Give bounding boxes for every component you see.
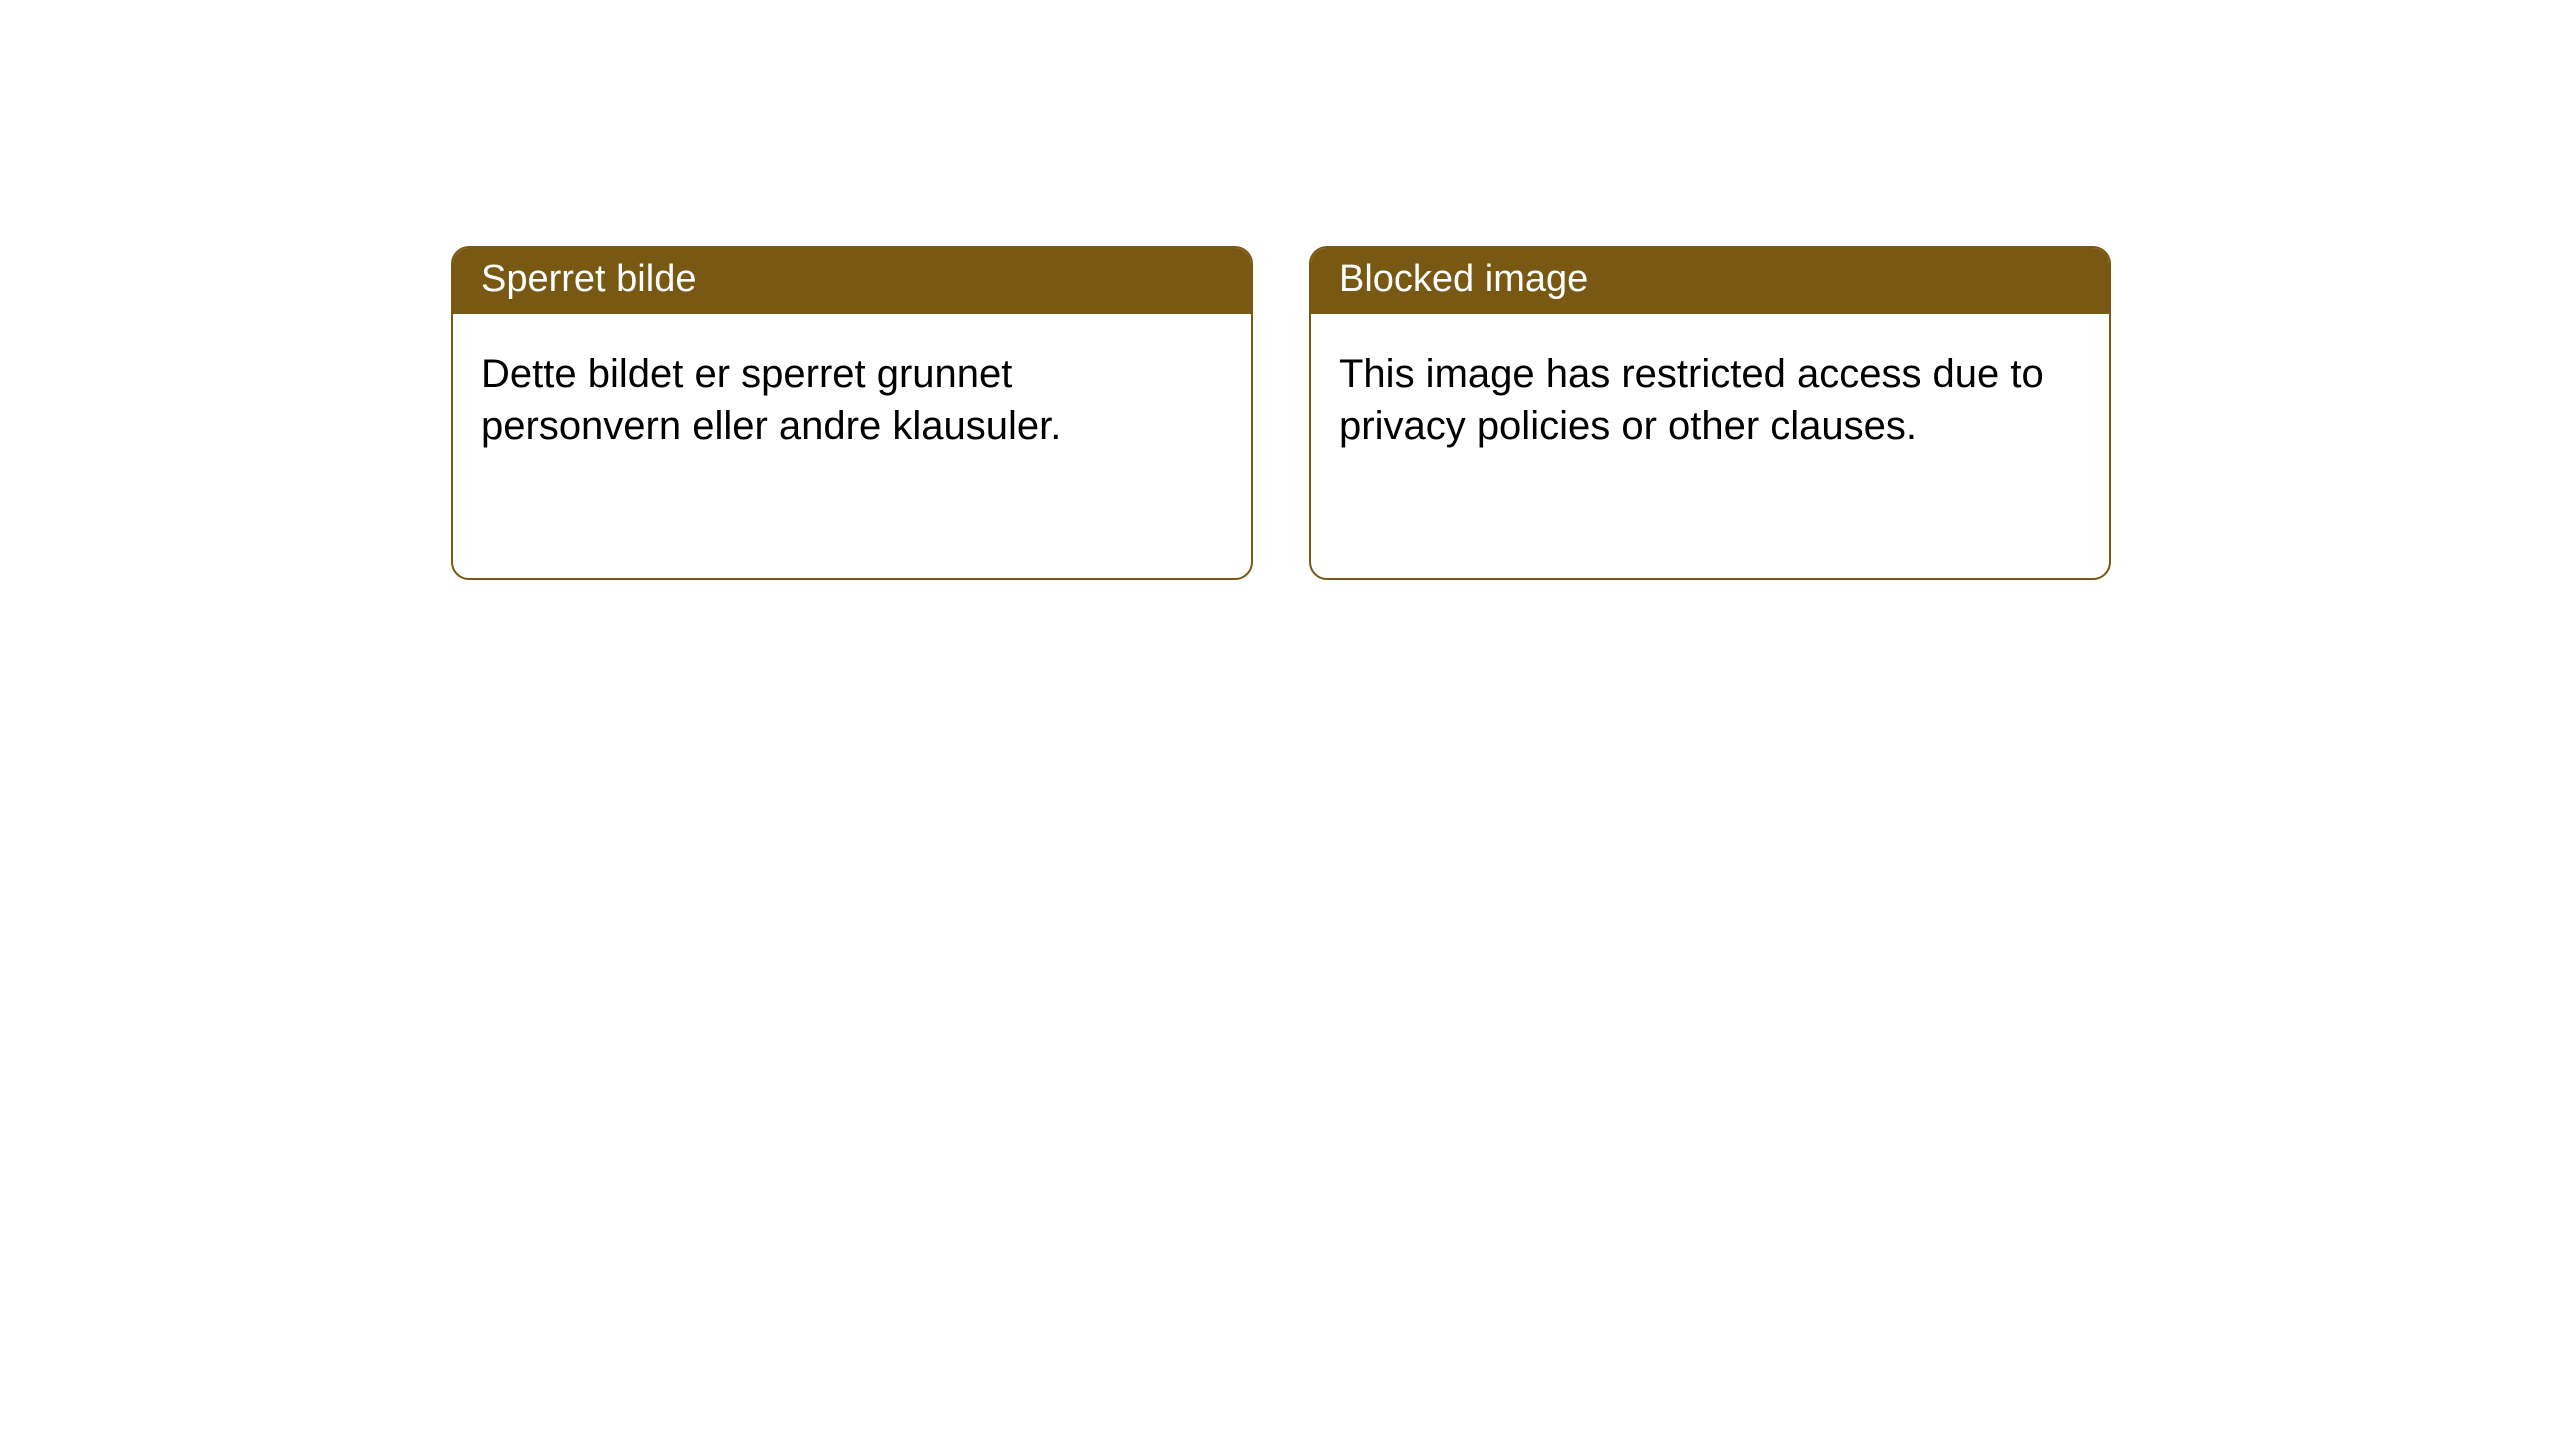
card-body-norwegian: Dette bildet er sperret grunnet personve… xyxy=(453,314,1251,488)
card-header-english: Blocked image xyxy=(1311,248,2109,314)
blocked-image-card-english: Blocked image This image has restricted … xyxy=(1309,246,2111,580)
cards-container: Sperret bilde Dette bildet er sperret gr… xyxy=(0,0,2560,580)
card-body-english: This image has restricted access due to … xyxy=(1311,314,2109,488)
card-header-norwegian: Sperret bilde xyxy=(453,248,1251,314)
blocked-image-card-norwegian: Sperret bilde Dette bildet er sperret gr… xyxy=(451,246,1253,580)
